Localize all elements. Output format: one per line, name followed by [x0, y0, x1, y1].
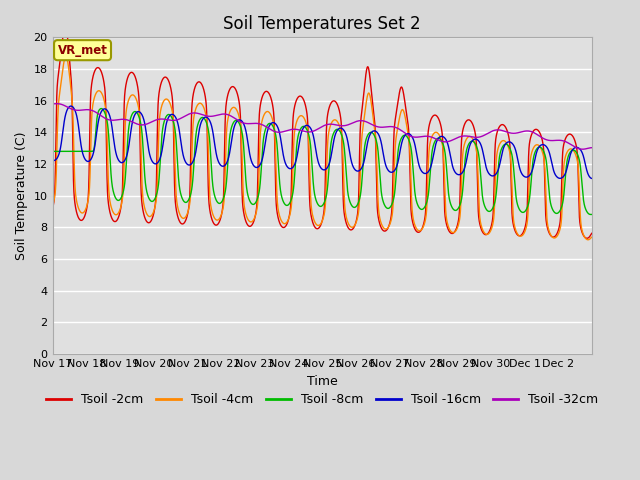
Tsoil -32cm — [49, 101, 56, 107]
Tsoil -8cm — [49, 148, 56, 154]
Line: Tsoil -16cm: Tsoil -16cm — [52, 106, 592, 179]
Tsoil -16cm — [588, 176, 596, 181]
Tsoil -16cm — [447, 158, 455, 164]
Tsoil -16cm — [408, 134, 416, 140]
Tsoil -16cm — [397, 141, 405, 146]
Tsoil -32cm — [471, 134, 479, 140]
Tsoil -4cm — [141, 208, 149, 214]
Tsoil -8cm — [587, 212, 595, 217]
Tsoil -4cm — [588, 234, 596, 240]
Line: Tsoil -2cm: Tsoil -2cm — [52, 24, 592, 238]
Tsoil -2cm — [447, 230, 455, 236]
Tsoil -8cm — [141, 181, 149, 187]
Tsoil -2cm — [408, 218, 416, 224]
Tsoil -4cm — [49, 202, 56, 207]
Tsoil -8cm — [463, 145, 471, 151]
Line: Tsoil -8cm: Tsoil -8cm — [52, 108, 592, 215]
Tsoil -4cm — [471, 142, 479, 147]
Tsoil -32cm — [588, 145, 596, 151]
Tsoil -2cm — [463, 118, 471, 123]
Y-axis label: Soil Temperature (C): Soil Temperature (C) — [15, 132, 28, 260]
Title: Soil Temperatures Set 2: Soil Temperatures Set 2 — [223, 15, 421, 33]
Tsoil -8cm — [447, 203, 455, 209]
Tsoil -16cm — [141, 125, 149, 131]
Tsoil -2cm — [471, 130, 479, 135]
Tsoil -2cm — [61, 22, 69, 27]
X-axis label: Time: Time — [307, 374, 338, 387]
Tsoil -8cm — [588, 212, 596, 217]
Tsoil -4cm — [584, 237, 592, 243]
Tsoil -32cm — [397, 128, 405, 133]
Tsoil -32cm — [447, 138, 455, 144]
Tsoil -16cm — [49, 158, 56, 164]
Tsoil -32cm — [141, 121, 149, 127]
Tsoil -2cm — [141, 216, 149, 222]
Legend: Tsoil -2cm, Tsoil -4cm, Tsoil -8cm, Tsoil -16cm, Tsoil -32cm: Tsoil -2cm, Tsoil -4cm, Tsoil -8cm, Tsoi… — [41, 388, 604, 411]
Tsoil -32cm — [408, 134, 416, 140]
Tsoil -8cm — [97, 106, 105, 111]
Tsoil -16cm — [463, 155, 471, 160]
Line: Tsoil -4cm: Tsoil -4cm — [52, 56, 592, 240]
Tsoil -2cm — [588, 230, 596, 236]
Tsoil -16cm — [471, 136, 479, 142]
Tsoil -8cm — [397, 135, 405, 141]
Tsoil -4cm — [408, 210, 416, 216]
Tsoil -2cm — [49, 205, 56, 211]
Tsoil -16cm — [67, 103, 75, 109]
Tsoil -2cm — [397, 84, 405, 90]
Tsoil -4cm — [62, 53, 70, 59]
Tsoil -8cm — [408, 157, 416, 163]
Tsoil -2cm — [583, 235, 591, 241]
Tsoil -4cm — [463, 135, 471, 141]
Tsoil -32cm — [579, 146, 586, 152]
Tsoil -32cm — [53, 101, 61, 107]
Tsoil -8cm — [471, 141, 479, 146]
Line: Tsoil -32cm: Tsoil -32cm — [52, 104, 592, 149]
Tsoil -4cm — [397, 108, 405, 113]
Tsoil -4cm — [447, 229, 455, 235]
Tsoil -32cm — [463, 133, 471, 139]
Text: VR_met: VR_met — [58, 44, 108, 57]
